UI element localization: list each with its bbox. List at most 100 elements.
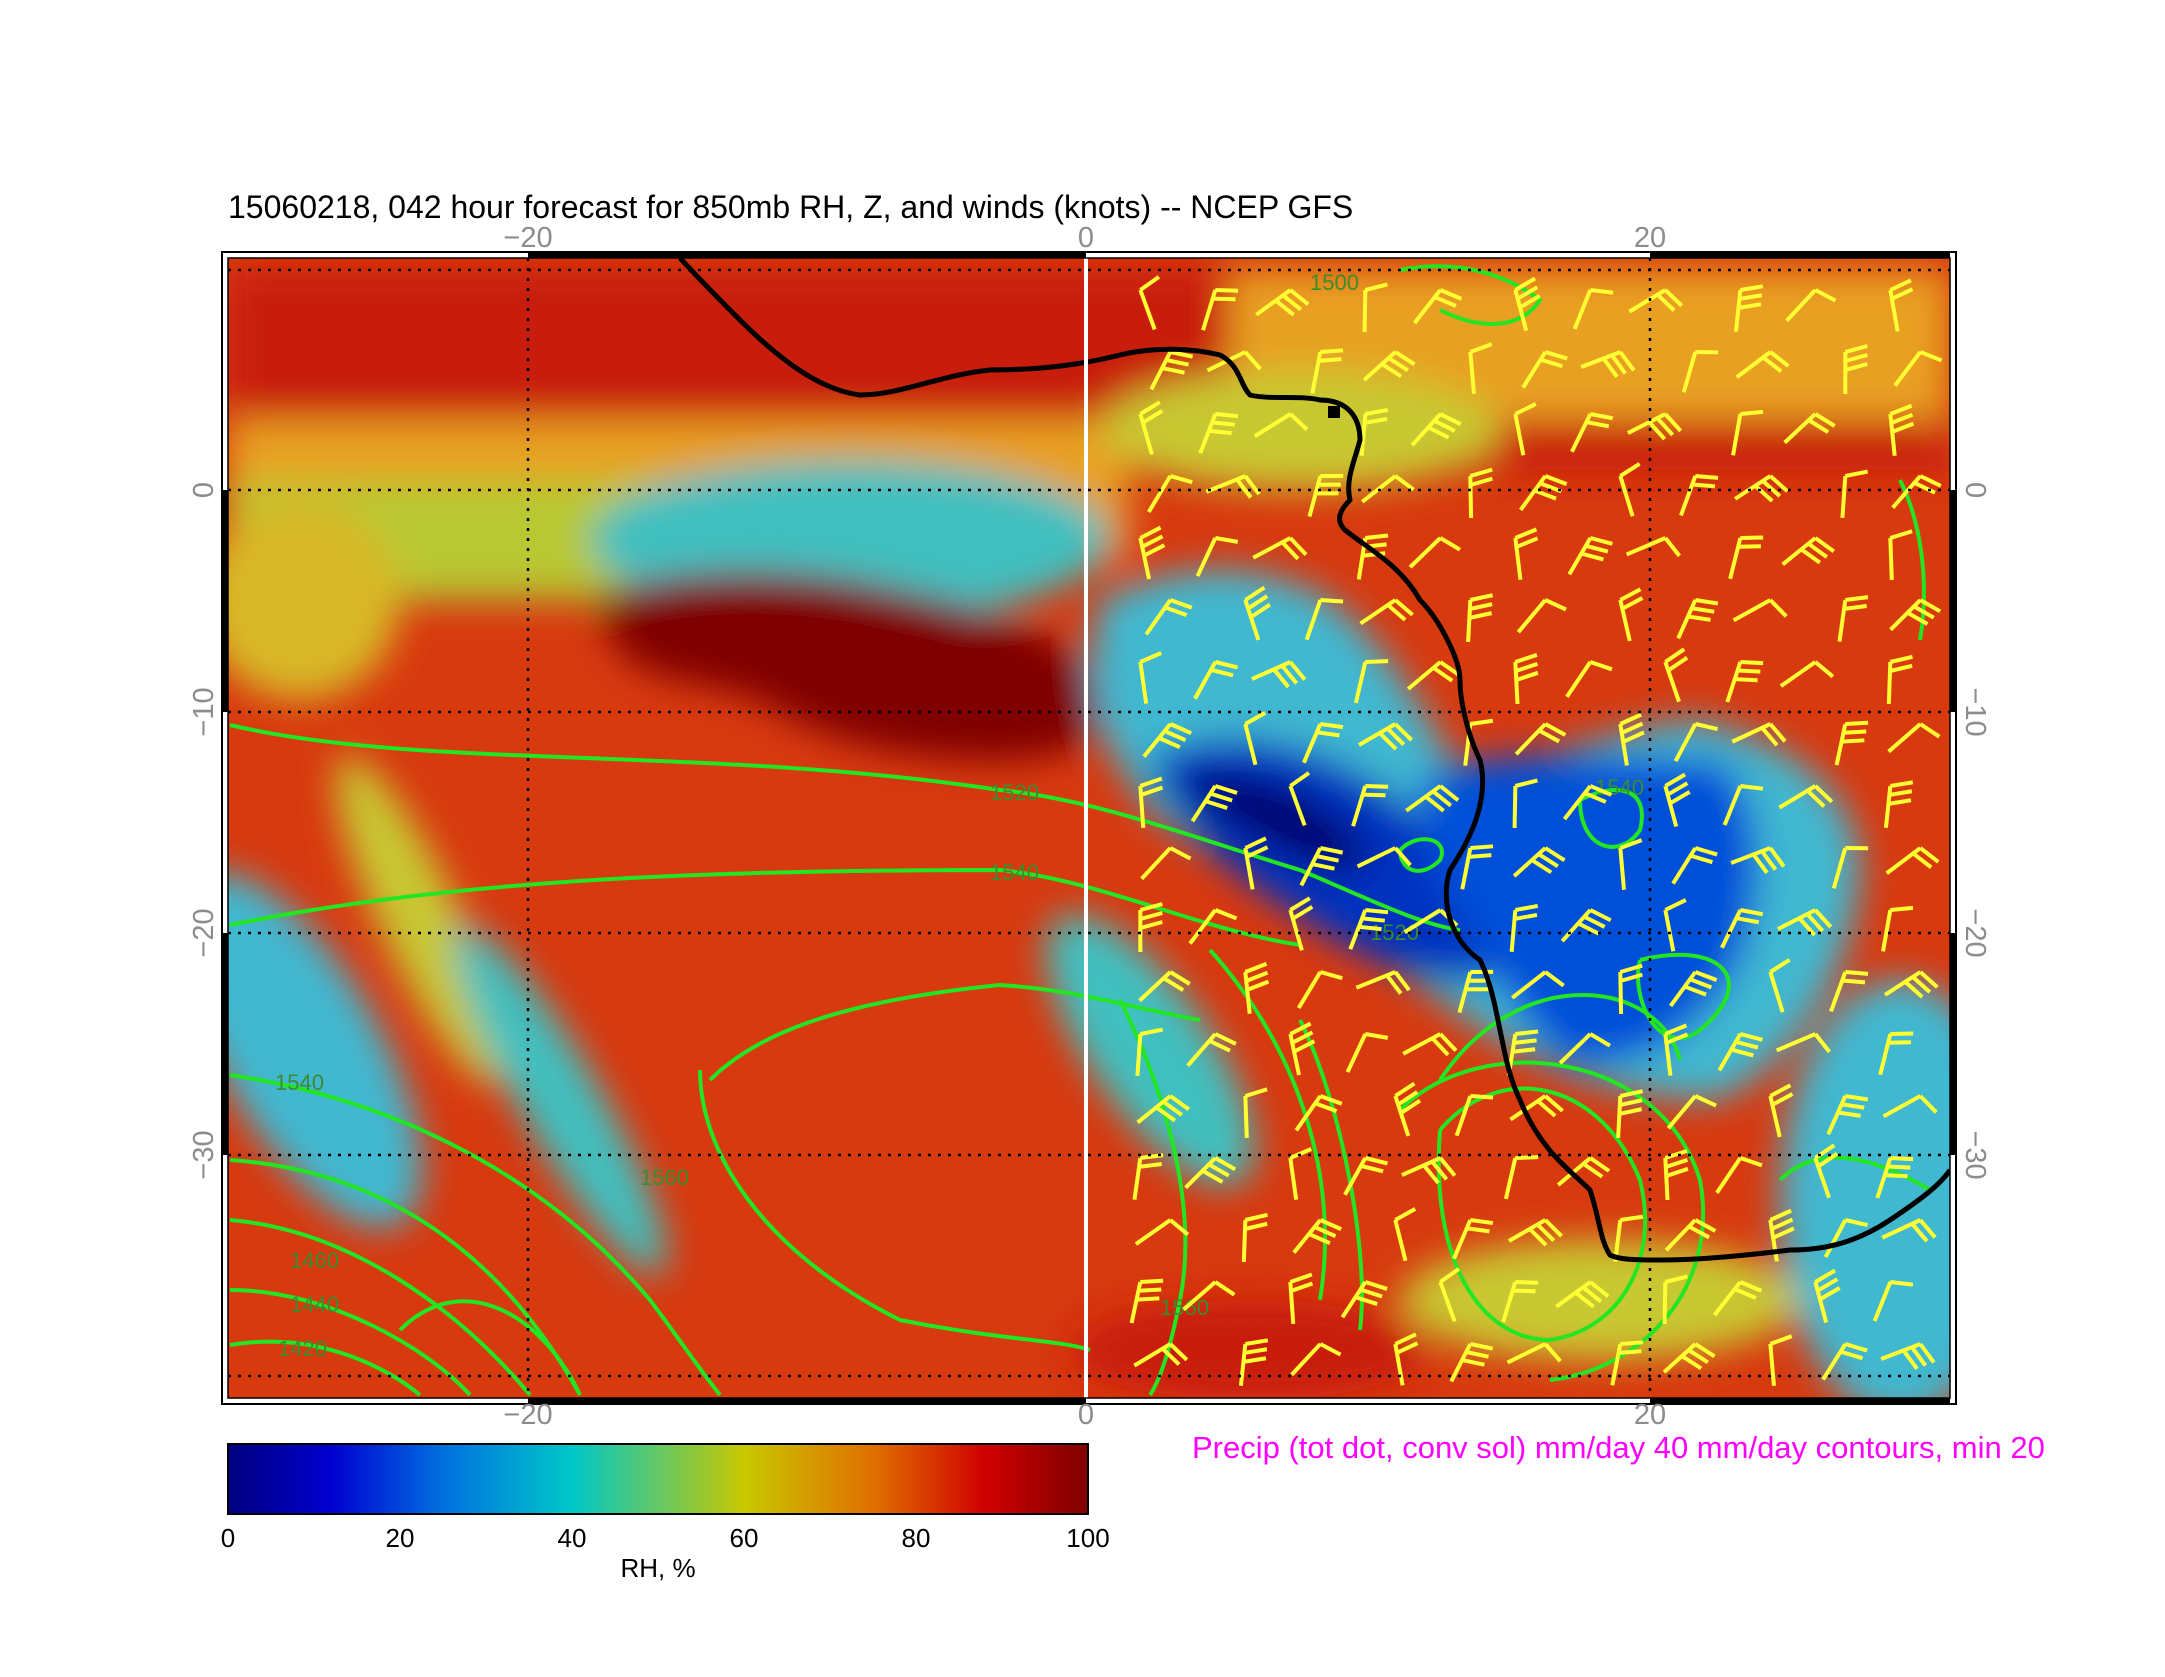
wind-barb — [1138, 970, 1191, 1003]
wind-barb — [1884, 970, 1939, 999]
wind-barb — [1351, 784, 1389, 827]
wind-barb — [1466, 593, 1494, 643]
wind-barb — [1408, 536, 1461, 569]
lat-tick: 0 — [1959, 482, 1991, 498]
wind-barb — [1663, 1023, 1689, 1076]
rh-field — [228, 258, 1950, 1398]
wind-barb — [1893, 350, 1943, 387]
wind-barb — [1401, 1156, 1457, 1185]
wind-barb — [1292, 1218, 1343, 1254]
wind-barb — [1138, 400, 1164, 455]
wind-barb — [1506, 1342, 1562, 1365]
wind-barb — [1618, 462, 1641, 517]
wind-barb — [1731, 722, 1787, 747]
colorbar-label: RH, % — [620, 1553, 695, 1583]
wind-barb — [1138, 776, 1164, 829]
contour-line — [1398, 1060, 1706, 1382]
wind-barb — [1840, 469, 1869, 519]
wind-barb — [1875, 1156, 1914, 1199]
wind-barb — [1662, 1342, 1716, 1374]
wind-barb — [1572, 288, 1614, 330]
wind-barb — [1837, 595, 1869, 642]
wind-barb — [1570, 412, 1614, 453]
wind-barb — [1778, 784, 1834, 810]
frame-bars — [222, 252, 1956, 1404]
wind-barb — [1618, 963, 1643, 1015]
wind-barb — [1193, 660, 1238, 700]
wind-barb — [1626, 412, 1683, 441]
wind-barb — [1781, 536, 1835, 566]
wind-barb — [1252, 536, 1308, 561]
contour-line — [1778, 1155, 1932, 1192]
wind-barb — [1135, 1027, 1164, 1077]
wind-barb — [1188, 908, 1238, 945]
wind-barb — [1618, 587, 1644, 642]
wind-barb — [1891, 474, 1942, 510]
contour-line — [229, 1218, 532, 1397]
colorbar-tick: 0 — [221, 1523, 235, 1553]
wind-barb — [1779, 660, 1835, 688]
wind-barb — [1513, 402, 1537, 456]
wind-barb — [1438, 1267, 1461, 1323]
wind-barb — [1783, 412, 1836, 445]
wind-barb — [1663, 1148, 1689, 1201]
wind-barb — [1243, 1087, 1268, 1139]
wind-barb — [1821, 1342, 1868, 1381]
wind-barb — [1348, 908, 1389, 950]
contour-line — [708, 982, 1201, 1082]
wind-barb — [1521, 350, 1568, 389]
contour-line — [229, 1158, 582, 1396]
wind-barb — [1666, 1094, 1717, 1130]
lat-tick: −20 — [1959, 908, 1991, 957]
contour-line — [1118, 999, 1188, 1397]
wind-barb — [1294, 1094, 1343, 1132]
contour-line — [229, 1288, 472, 1397]
wind-barb — [1140, 846, 1192, 881]
wind-barb — [1356, 846, 1412, 869]
wind-barb — [1516, 598, 1567, 634]
contour-label: 1560 — [640, 1165, 689, 1190]
wind-barb — [1138, 902, 1163, 952]
wind-barb — [1881, 905, 1914, 952]
wind-barb — [1567, 536, 1613, 576]
wind-barb — [1663, 898, 1687, 952]
lon-axis-top: −20 0 20 — [503, 222, 1666, 254]
wind-barb — [1558, 1032, 1611, 1065]
contour-line — [1399, 264, 1543, 326]
wind-barb — [1146, 474, 1193, 514]
lon-axis-bottom: −20 0 20 — [503, 1399, 1666, 1431]
lon-tick: 20 — [1634, 222, 1666, 254]
wind-barb — [1733, 284, 1764, 332]
contour-line — [1398, 837, 1444, 873]
wind-barb — [1881, 1218, 1937, 1243]
lat-tick: −10 — [1959, 687, 1991, 736]
contour-label: 1520 — [990, 780, 1039, 805]
figure-title: 15060218, 042 hour forecast for 850mb RH… — [228, 189, 1353, 225]
contour-line — [229, 867, 1301, 947]
wind-barb — [1205, 474, 1261, 499]
lat-axis-left: 0 −10 −20 −30 — [188, 482, 220, 1180]
wind-barb — [1405, 784, 1460, 813]
lat-tick: −10 — [188, 687, 220, 736]
wind-barb — [1454, 1094, 1494, 1137]
contour-line — [229, 1339, 422, 1397]
wind-barb — [1255, 288, 1310, 317]
contour-line — [229, 1073, 722, 1397]
wind-barb — [1343, 1156, 1388, 1196]
contour-line — [398, 1299, 582, 1396]
wind-barb — [1676, 598, 1719, 640]
wind-barb — [1288, 1272, 1314, 1325]
wind-barb — [1725, 660, 1764, 703]
wind-barb — [1457, 969, 1494, 1014]
wind-barb — [1768, 1083, 1794, 1138]
wind-barb — [1735, 350, 1790, 379]
wind-barb — [1251, 660, 1307, 689]
contour-line — [698, 1069, 1091, 1352]
wind-barb — [1134, 1218, 1190, 1246]
wind-barb — [1823, 1218, 1869, 1259]
wind-barb — [1149, 350, 1194, 391]
wind-barb — [1889, 598, 1942, 632]
coastline — [678, 258, 1950, 1263]
wind-barb — [1730, 846, 1786, 875]
